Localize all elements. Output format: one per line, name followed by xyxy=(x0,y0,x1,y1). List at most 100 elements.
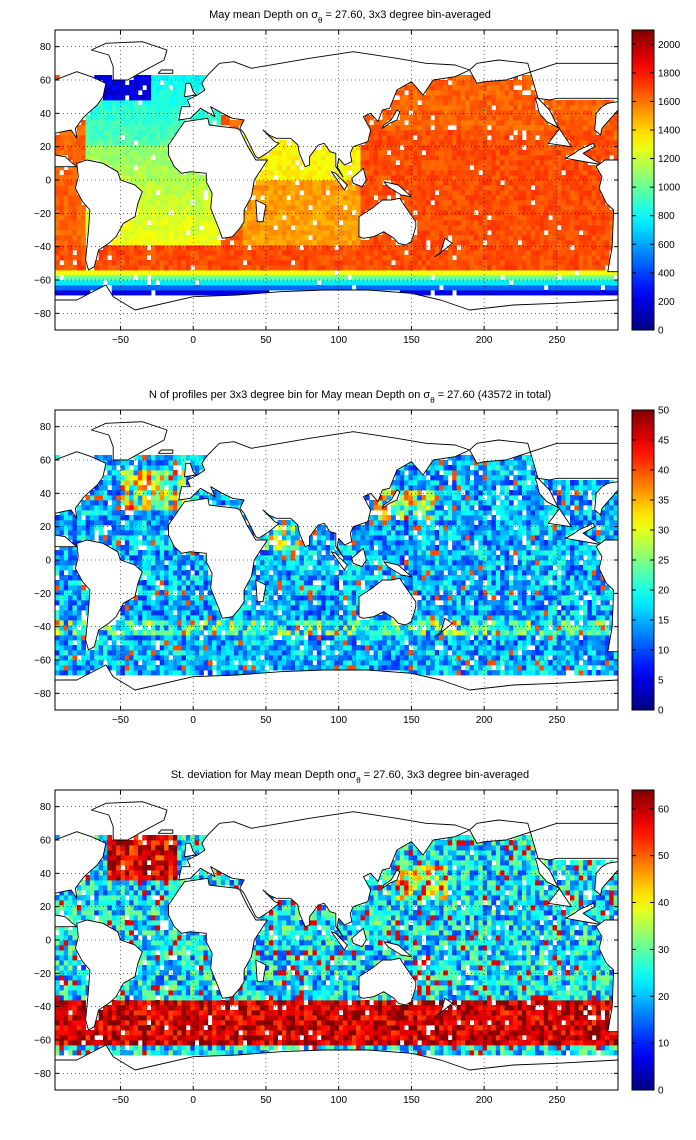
heatmap-cell xyxy=(72,165,78,171)
heatmap-cell xyxy=(251,285,257,291)
heatmap-cell xyxy=(351,170,357,176)
heatmap-cell xyxy=(277,275,283,281)
heatmap-cell xyxy=(129,140,134,146)
heatmap-cell xyxy=(587,120,593,126)
heatmap-cell xyxy=(303,265,309,271)
heatmap-cell xyxy=(199,210,204,216)
heatmap-cell xyxy=(487,285,492,291)
heatmap-cell xyxy=(535,285,540,291)
heatmap-cell xyxy=(609,290,615,296)
heatmap-cell xyxy=(146,115,152,121)
heatmap-cell xyxy=(508,180,514,186)
heatmap-cell xyxy=(281,260,287,266)
heatmap-cell xyxy=(146,285,152,291)
heatmap-cell xyxy=(417,240,422,246)
heatmap-cell xyxy=(124,160,130,166)
heatmap-cell xyxy=(369,195,374,201)
heatmap-cell xyxy=(395,100,401,106)
heatmap-cell xyxy=(155,550,161,556)
landmass xyxy=(168,117,268,239)
heatmap-cell xyxy=(137,250,143,256)
heatmap-cell xyxy=(504,290,510,296)
heatmap-cell xyxy=(569,255,575,261)
heatmap-cell xyxy=(373,270,379,276)
heatmap-cell xyxy=(447,220,453,226)
heatmap-cell xyxy=(194,285,200,291)
heatmap-cell xyxy=(81,605,86,611)
heatmap-cell xyxy=(59,550,65,556)
heatmap-cell xyxy=(146,210,152,216)
heatmap-cell xyxy=(155,215,161,221)
heatmap-cell xyxy=(177,220,182,226)
heatmap-cell xyxy=(81,225,86,231)
heatmap-cell xyxy=(460,145,466,151)
heatmap-cell xyxy=(295,230,300,236)
heatmap-cell xyxy=(312,235,318,241)
heatmap-cell xyxy=(81,240,86,246)
heatmap-cell xyxy=(120,625,126,631)
heatmap-cell xyxy=(142,255,148,261)
heatmap-cell xyxy=(120,175,126,181)
heatmap-cell xyxy=(456,160,462,166)
heatmap-cell xyxy=(133,650,139,656)
heatmap-cell xyxy=(408,165,414,171)
heatmap-cell xyxy=(404,85,409,91)
heatmap-cell xyxy=(120,270,126,276)
heatmap-cell xyxy=(447,175,453,181)
heatmap-cell xyxy=(412,280,418,286)
heatmap-cell xyxy=(364,285,370,291)
heatmap-cell xyxy=(133,120,139,126)
heatmap-cell xyxy=(159,480,165,486)
heatmap-cell xyxy=(408,120,414,126)
heatmap-cell xyxy=(487,180,492,186)
heatmap-cell xyxy=(155,490,161,496)
heatmap-cell xyxy=(421,235,427,241)
heatmap-cell xyxy=(68,280,73,286)
heatmap-cell xyxy=(447,185,453,191)
heatmap-cell xyxy=(59,510,65,516)
heatmap-cell xyxy=(513,210,519,216)
heatmap-cell xyxy=(495,270,501,276)
heatmap-cell xyxy=(548,255,553,261)
heatmap-cell xyxy=(172,250,178,256)
heatmap-cell xyxy=(159,580,165,586)
heatmap-cell xyxy=(111,645,117,651)
heatmap-cell xyxy=(316,270,322,276)
heatmap-cell xyxy=(473,140,479,146)
heatmap-cell xyxy=(151,115,156,121)
heatmap-cell xyxy=(151,620,156,626)
heatmap-cell xyxy=(155,545,161,551)
heatmap-cell xyxy=(382,260,388,266)
heatmap-cell xyxy=(124,275,130,281)
heatmap-cell xyxy=(356,245,361,251)
heatmap-cell xyxy=(526,235,532,241)
heatmap-cell xyxy=(343,210,348,216)
chart-title: N of profiles per 3x3 degree bin for May… xyxy=(149,389,551,405)
heatmap-cell xyxy=(107,130,113,136)
heatmap-cell xyxy=(142,625,148,631)
heatmap-cell xyxy=(168,130,174,136)
heatmap-cell xyxy=(76,590,82,596)
heatmap-cell xyxy=(155,465,161,471)
heatmap-cell xyxy=(164,100,169,106)
heatmap-cell xyxy=(439,220,444,226)
heatmap-cell xyxy=(334,275,340,281)
heatmap-cell xyxy=(469,150,475,156)
heatmap-cell xyxy=(63,510,69,516)
heatmap-cell xyxy=(386,125,392,131)
heatmap-cell xyxy=(103,245,108,251)
heatmap-cell xyxy=(504,85,510,91)
heatmap-cell xyxy=(574,130,580,136)
heatmap-cell xyxy=(596,190,601,196)
heatmap-cell xyxy=(596,280,601,286)
heatmap-cell xyxy=(103,640,108,646)
heatmap-cell xyxy=(129,630,134,636)
heatmap-cell xyxy=(600,230,606,236)
heatmap-cell xyxy=(465,135,471,141)
heatmap-cell xyxy=(124,225,130,231)
heatmap-cell xyxy=(129,650,134,656)
heatmap-cell xyxy=(482,255,488,261)
heatmap-cell xyxy=(561,245,567,251)
heatmap-cell xyxy=(59,235,65,241)
heatmap-cell xyxy=(238,280,244,286)
